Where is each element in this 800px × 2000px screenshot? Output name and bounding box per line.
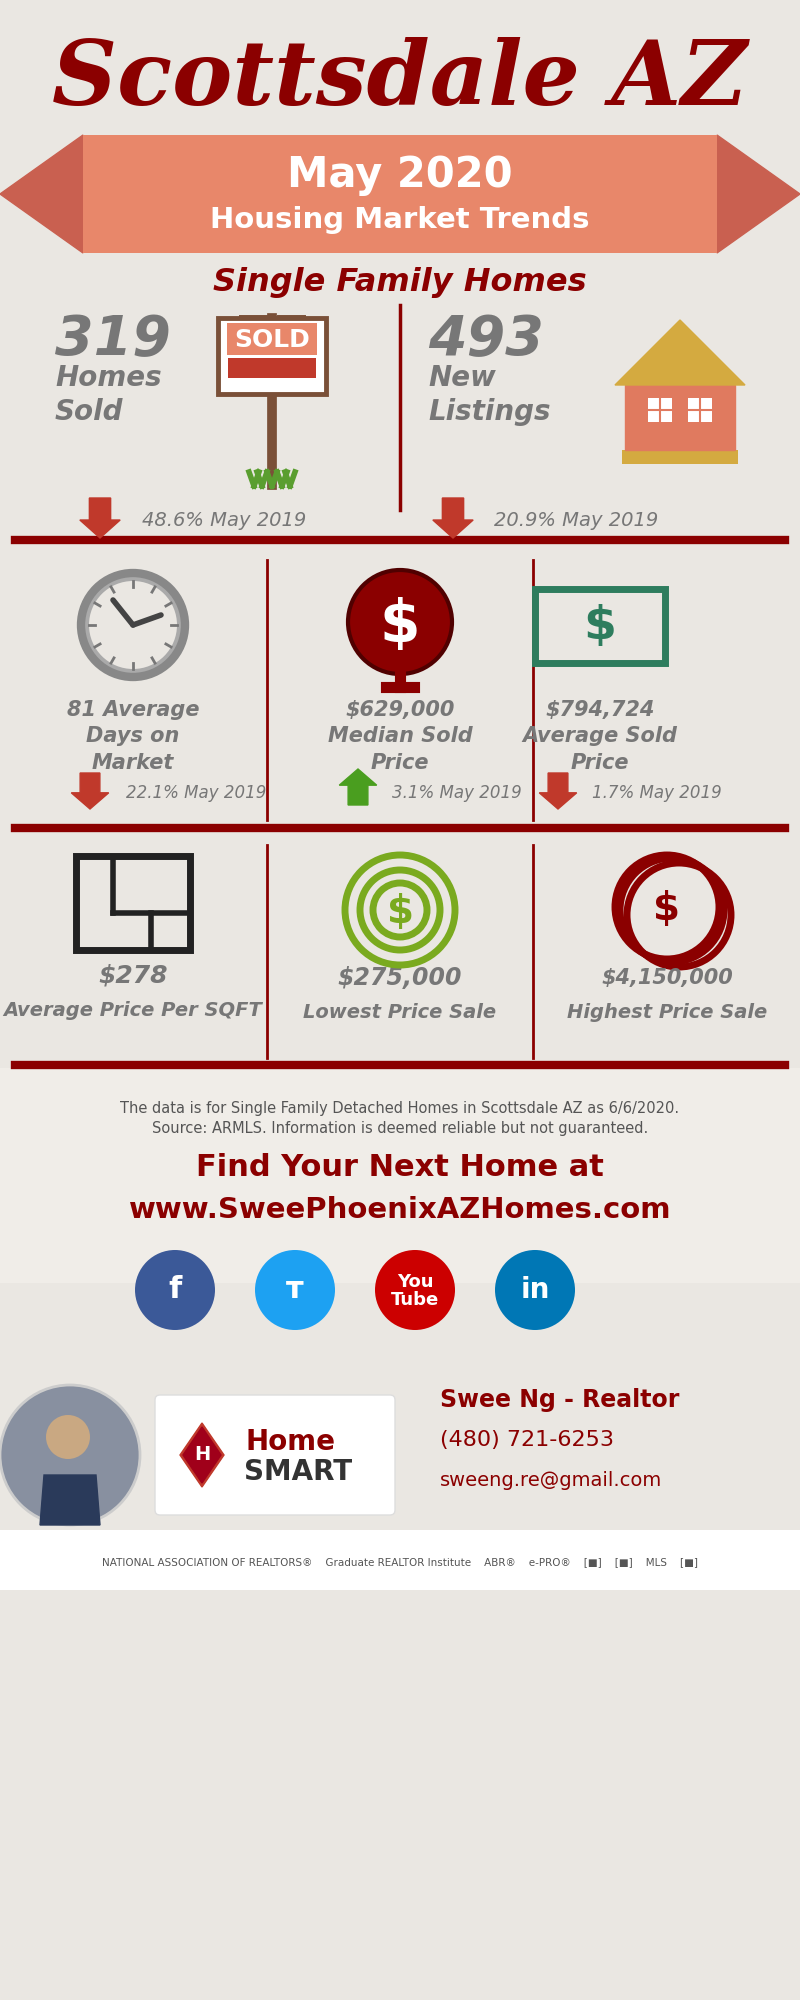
Polygon shape <box>180 1424 224 1488</box>
Text: $: $ <box>583 604 617 648</box>
Circle shape <box>255 1250 335 1330</box>
Text: Find Your Next Home at: Find Your Next Home at <box>196 1154 604 1182</box>
Text: 22.1% May 2019: 22.1% May 2019 <box>126 784 266 802</box>
Text: in: in <box>520 1276 550 1304</box>
Circle shape <box>0 1384 140 1524</box>
Circle shape <box>495 1250 575 1330</box>
Text: $: $ <box>380 596 420 654</box>
Text: 48.6% May 2019: 48.6% May 2019 <box>142 510 306 530</box>
Text: 493: 493 <box>428 312 544 368</box>
Text: Average Price Per SQFT: Average Price Per SQFT <box>4 1000 262 1020</box>
Text: Lowest Price Sale: Lowest Price Sale <box>303 1004 497 1022</box>
FancyBboxPatch shape <box>0 1530 800 1590</box>
Polygon shape <box>339 768 377 804</box>
Circle shape <box>135 1250 215 1330</box>
Text: May 2020: May 2020 <box>287 154 513 196</box>
Text: 3.1% May 2019: 3.1% May 2019 <box>392 784 522 802</box>
Text: Home: Home <box>245 1428 335 1456</box>
Polygon shape <box>40 1476 100 1524</box>
Text: 319: 319 <box>55 312 171 368</box>
Text: sweeng.re@gmail.com: sweeng.re@gmail.com <box>440 1470 662 1490</box>
Text: You: You <box>397 1274 434 1292</box>
FancyBboxPatch shape <box>83 136 717 252</box>
Text: Highest Price Sale: Highest Price Sale <box>567 1004 767 1022</box>
FancyBboxPatch shape <box>155 1396 395 1516</box>
Polygon shape <box>433 498 473 538</box>
Text: Swee Ng - Realtor: Swee Ng - Realtor <box>440 1388 679 1412</box>
Text: www.SweePhoenixAZHomes.com: www.SweePhoenixAZHomes.com <box>129 1196 671 1224</box>
Text: $: $ <box>386 892 414 932</box>
FancyBboxPatch shape <box>227 322 317 356</box>
Text: Tube: Tube <box>391 1292 439 1308</box>
Text: Housing Market Trends: Housing Market Trends <box>210 206 590 234</box>
Circle shape <box>46 1416 90 1460</box>
FancyBboxPatch shape <box>0 1068 800 1284</box>
Text: $278: $278 <box>98 964 168 986</box>
Text: (480) 721-6253: (480) 721-6253 <box>440 1430 614 1450</box>
Circle shape <box>375 1250 455 1330</box>
FancyBboxPatch shape <box>648 398 672 422</box>
FancyBboxPatch shape <box>228 358 316 378</box>
FancyBboxPatch shape <box>218 318 326 394</box>
Text: Source: ARMLS. Information is deemed reliable but not guaranteed.: Source: ARMLS. Information is deemed rel… <box>152 1120 648 1136</box>
Text: $: $ <box>654 890 681 928</box>
Polygon shape <box>717 136 800 252</box>
Text: SMART: SMART <box>244 1458 352 1486</box>
Text: 1.7% May 2019: 1.7% May 2019 <box>592 784 722 802</box>
Polygon shape <box>539 772 577 808</box>
Circle shape <box>348 570 452 674</box>
Text: SOLD: SOLD <box>234 328 310 352</box>
Circle shape <box>81 572 185 676</box>
Polygon shape <box>615 320 745 384</box>
Text: Single Family Homes: Single Family Homes <box>213 268 587 298</box>
Text: $629,000
Median Sold
Price: $629,000 Median Sold Price <box>328 700 472 772</box>
Text: Homes
Sold: Homes Sold <box>55 364 162 426</box>
Polygon shape <box>71 772 109 808</box>
Text: 20.9% May 2019: 20.9% May 2019 <box>494 510 658 530</box>
Text: ᴛ: ᴛ <box>286 1276 304 1304</box>
FancyBboxPatch shape <box>76 856 190 950</box>
Polygon shape <box>625 384 735 450</box>
FancyBboxPatch shape <box>622 450 738 464</box>
Text: $275,000: $275,000 <box>338 966 462 990</box>
Text: The data is for Single Family Detached Homes in Scottsdale AZ as 6/6/2020.: The data is for Single Family Detached H… <box>121 1100 679 1116</box>
Text: 81 Average
Days on
Market: 81 Average Days on Market <box>66 700 199 772</box>
Polygon shape <box>0 136 83 252</box>
Text: $4,150,000: $4,150,000 <box>601 968 733 988</box>
Text: New
Listings: New Listings <box>428 364 550 426</box>
Text: $794,724
Average Sold
Price: $794,724 Average Sold Price <box>522 700 678 772</box>
FancyBboxPatch shape <box>535 588 665 664</box>
Text: f: f <box>168 1276 182 1304</box>
Text: NATIONAL ASSOCIATION OF REALTORS®    Graduate REALTOR Institute    ABR®    e-PRO: NATIONAL ASSOCIATION OF REALTORS® Gradua… <box>102 1556 698 1568</box>
Circle shape <box>89 580 177 668</box>
Polygon shape <box>183 1428 221 1484</box>
Text: H: H <box>194 1446 210 1464</box>
Text: Scottsdale AZ: Scottsdale AZ <box>53 36 747 124</box>
FancyBboxPatch shape <box>688 398 712 422</box>
Polygon shape <box>80 498 120 538</box>
